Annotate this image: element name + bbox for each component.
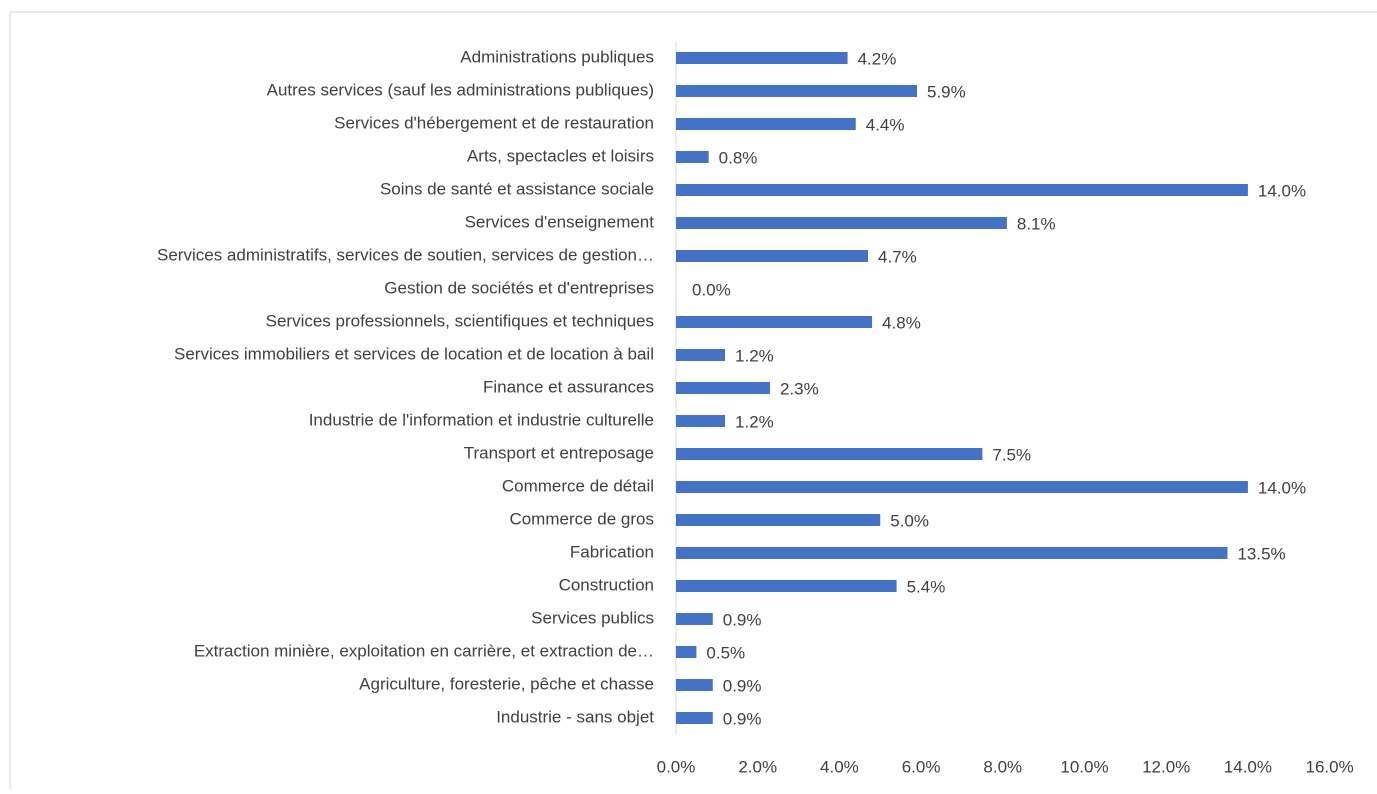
value-label: 0.9% xyxy=(723,709,762,728)
y-tick-label: Services d'enseignement xyxy=(465,212,655,231)
value-label: 7.5% xyxy=(992,445,1031,464)
bar xyxy=(676,52,848,64)
x-tick-label: 12.0% xyxy=(1142,757,1190,776)
value-label: 1.2% xyxy=(735,412,774,431)
bar xyxy=(676,547,1228,559)
bar xyxy=(676,316,873,328)
bar xyxy=(676,349,726,361)
y-tick-label: Finance et assurances xyxy=(483,377,654,396)
y-tick-label: Industrie de l'information et industrie … xyxy=(309,410,654,429)
bar xyxy=(676,382,770,394)
value-label: 8.1% xyxy=(1017,214,1056,233)
x-tick-label: 16.0% xyxy=(1305,757,1353,776)
bar xyxy=(676,415,726,427)
value-label: 4.2% xyxy=(858,49,897,68)
value-label: 1.2% xyxy=(735,346,774,365)
value-label: 4.7% xyxy=(878,247,917,266)
y-tick-label: Services administratifs, services de sou… xyxy=(157,245,654,264)
x-tick-label: 4.0% xyxy=(820,757,859,776)
y-tick-label: Services immobiliers et services de loca… xyxy=(174,344,654,363)
value-label: 5.4% xyxy=(907,577,946,596)
y-tick-label: Agriculture, foresterie, pêche et chasse xyxy=(359,674,654,693)
bar xyxy=(676,679,713,691)
bar xyxy=(676,151,709,163)
value-label: 5.9% xyxy=(927,82,966,101)
y-tick-label: Arts, spectacles et loisirs xyxy=(467,146,654,165)
value-label: 0.9% xyxy=(723,676,762,695)
x-tick-label: 10.0% xyxy=(1060,757,1108,776)
value-label: 14.0% xyxy=(1258,478,1306,497)
bar xyxy=(676,448,983,460)
y-tick-label: Administrations publiques xyxy=(460,47,654,66)
bar xyxy=(676,217,1007,229)
bar xyxy=(676,646,697,658)
bar xyxy=(676,481,1248,493)
value-label: 0.5% xyxy=(706,643,745,662)
x-tick-label: 8.0% xyxy=(983,757,1022,776)
y-tick-label: Services professionnels, scientifiques e… xyxy=(266,311,654,330)
y-tick-label: Soins de santé et assistance sociale xyxy=(380,179,654,198)
value-label: 0.0% xyxy=(692,280,731,299)
chart-border xyxy=(9,11,1377,794)
y-tick-label: Construction xyxy=(559,575,654,594)
y-tick-label: Commerce de gros xyxy=(509,509,654,528)
y-tick-label: Services d'hébergement et de restauratio… xyxy=(334,113,654,132)
y-tick-label: Transport et entreposage xyxy=(464,443,654,462)
x-tick-label: 14.0% xyxy=(1224,757,1272,776)
value-label: 4.8% xyxy=(882,313,921,332)
bar xyxy=(676,613,713,625)
value-label: 5.0% xyxy=(890,511,929,530)
x-tick-label: 6.0% xyxy=(902,757,941,776)
value-label: 0.8% xyxy=(719,148,758,167)
bar xyxy=(676,712,713,724)
bar xyxy=(676,250,868,262)
value-label: 2.3% xyxy=(780,379,819,398)
bar xyxy=(676,85,918,97)
bar xyxy=(676,184,1248,196)
bar xyxy=(676,580,897,592)
bar xyxy=(676,118,856,130)
y-tick-label: Services publics xyxy=(531,608,654,627)
y-tick-label: Fabrication xyxy=(570,542,654,561)
y-tick-label: Gestion de sociétés et d'entreprises xyxy=(384,278,654,297)
value-label: 4.4% xyxy=(866,115,905,134)
x-tick-label: 0.0% xyxy=(657,757,696,776)
x-tick-label: 2.0% xyxy=(738,757,777,776)
y-tick-label: Industrie - sans objet xyxy=(496,707,654,726)
value-label: 14.0% xyxy=(1258,181,1306,200)
y-tick-label: Commerce de détail xyxy=(502,476,654,495)
value-label: 0.9% xyxy=(723,610,762,629)
value-label: 13.5% xyxy=(1237,544,1285,563)
y-tick-label: Extraction minière, exploitation en carr… xyxy=(194,641,654,660)
y-tick-label: Autres services (sauf les administration… xyxy=(267,80,654,99)
bar xyxy=(676,514,881,526)
